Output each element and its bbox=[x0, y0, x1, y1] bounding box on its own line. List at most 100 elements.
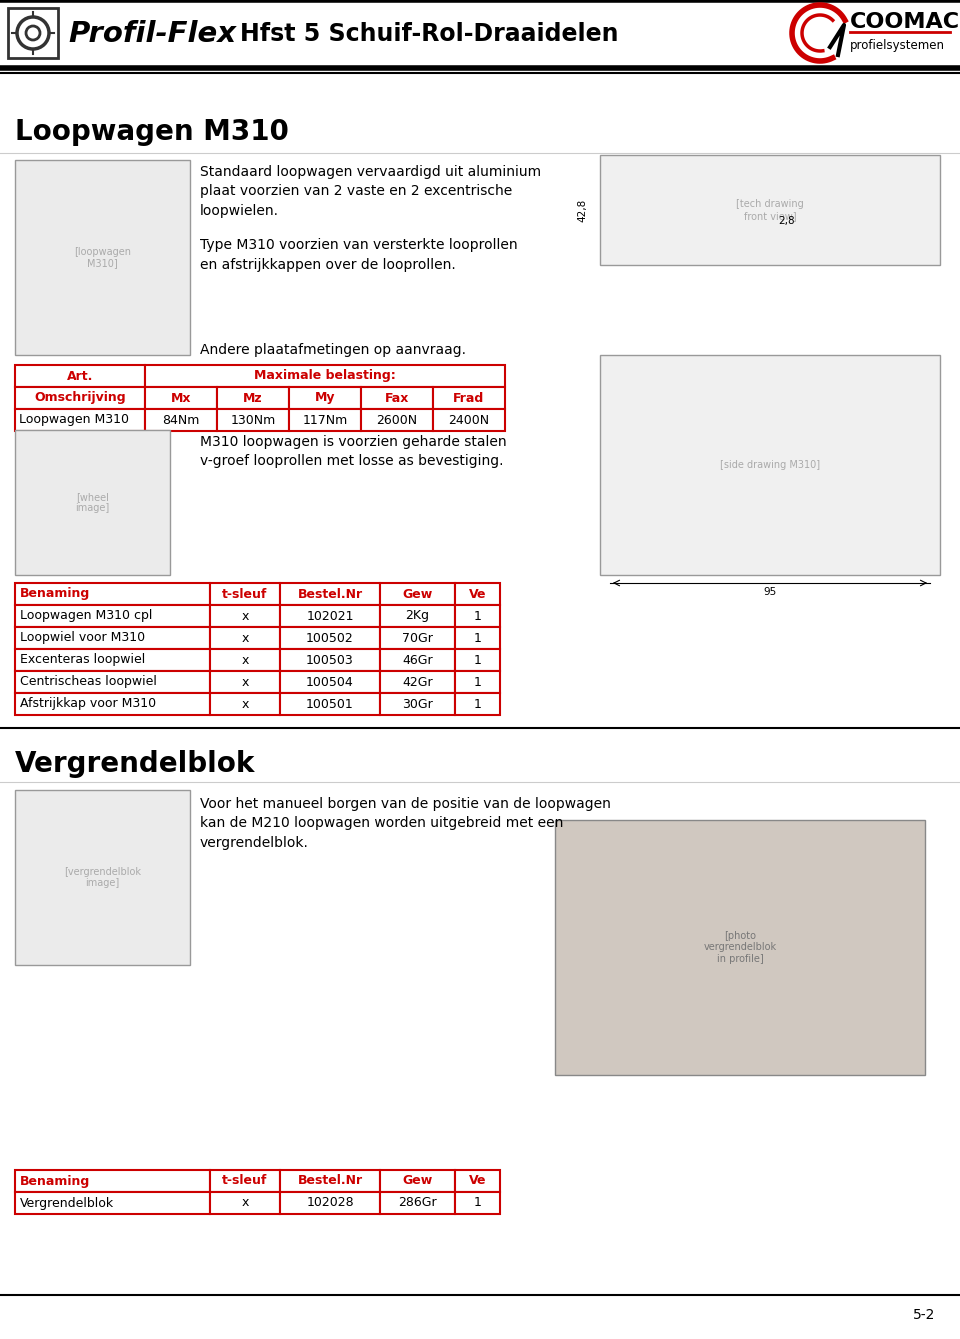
Bar bbox=[380, 671, 455, 694]
Text: 1: 1 bbox=[473, 1197, 481, 1209]
Bar bbox=[600, 155, 940, 265]
Bar bbox=[455, 582, 500, 605]
Text: Afstrijkkap voor M310: Afstrijkkap voor M310 bbox=[20, 698, 156, 711]
Bar bbox=[280, 1192, 380, 1214]
Bar bbox=[455, 605, 500, 627]
Text: Voor het manueel borgen van de positie van de loopwagen
kan de M210 loopwagen wo: Voor het manueel borgen van de positie v… bbox=[200, 797, 611, 850]
Bar bbox=[380, 582, 455, 605]
Bar bbox=[15, 627, 210, 649]
Bar bbox=[455, 1170, 500, 1192]
Bar bbox=[210, 627, 280, 649]
Text: Centrischeas loopwiel: Centrischeas loopwiel bbox=[20, 675, 156, 688]
Bar bbox=[15, 159, 190, 355]
Bar bbox=[280, 694, 380, 715]
Text: t-sleuf: t-sleuf bbox=[223, 1174, 268, 1188]
Text: Mz: Mz bbox=[243, 391, 263, 404]
Text: Frad: Frad bbox=[453, 391, 485, 404]
Text: Loopwagen M310 cpl: Loopwagen M310 cpl bbox=[20, 609, 153, 623]
Bar bbox=[280, 627, 380, 649]
Text: 102028: 102028 bbox=[306, 1197, 354, 1209]
Text: Art.: Art. bbox=[67, 370, 93, 383]
Text: x: x bbox=[241, 632, 249, 644]
Text: Hfst 5 Schuif-Rol-Draaidelen: Hfst 5 Schuif-Rol-Draaidelen bbox=[240, 21, 618, 46]
Text: x: x bbox=[241, 675, 249, 688]
Text: Loopwagen M310: Loopwagen M310 bbox=[15, 118, 289, 146]
Text: 1: 1 bbox=[473, 698, 481, 711]
Text: 100502: 100502 bbox=[306, 632, 354, 644]
Text: Omschrijving: Omschrijving bbox=[35, 391, 126, 404]
Bar bbox=[15, 671, 210, 694]
Text: 117Nm: 117Nm bbox=[302, 414, 348, 427]
Bar bbox=[15, 408, 145, 431]
Bar bbox=[455, 649, 500, 671]
Bar bbox=[15, 605, 210, 627]
Bar bbox=[15, 366, 145, 387]
Text: [tech drawing
front view]: [tech drawing front view] bbox=[736, 200, 804, 221]
Bar bbox=[289, 387, 361, 408]
Text: [side drawing M310]: [side drawing M310] bbox=[720, 461, 820, 470]
Text: Maximale belasting:: Maximale belasting: bbox=[254, 370, 396, 383]
Text: 2,8: 2,8 bbox=[779, 216, 795, 226]
Text: Type M310 voorzien van versterkte looprollen
en afstrijkkappen over de looprolle: Type M310 voorzien van versterkte loopro… bbox=[200, 238, 517, 272]
Bar bbox=[15, 694, 210, 715]
Bar bbox=[15, 387, 145, 408]
Text: 30Gr: 30Gr bbox=[402, 698, 433, 711]
Bar bbox=[380, 627, 455, 649]
Text: 42Gr: 42Gr bbox=[402, 675, 433, 688]
Text: [wheel
image]: [wheel image] bbox=[76, 491, 109, 513]
Bar bbox=[600, 355, 940, 574]
Text: 1: 1 bbox=[473, 675, 481, 688]
Text: Vergrendelblok: Vergrendelblok bbox=[20, 1197, 114, 1209]
Bar bbox=[380, 649, 455, 671]
Bar bbox=[361, 408, 433, 431]
Bar bbox=[0, 0, 960, 68]
Bar bbox=[555, 819, 925, 1075]
Text: [loopwagen
M310]: [loopwagen M310] bbox=[74, 246, 131, 268]
Text: Ve: Ve bbox=[468, 1174, 487, 1188]
Text: Gew: Gew bbox=[402, 588, 433, 600]
Text: 5-2: 5-2 bbox=[913, 1308, 935, 1322]
Text: 2Kg: 2Kg bbox=[405, 609, 429, 623]
Text: 286Gr: 286Gr bbox=[398, 1197, 437, 1209]
Bar bbox=[380, 1192, 455, 1214]
Text: Andere plaatafmetingen op aanvraag.: Andere plaatafmetingen op aanvraag. bbox=[200, 343, 466, 358]
Bar bbox=[210, 1192, 280, 1214]
Bar bbox=[210, 582, 280, 605]
Text: 100503: 100503 bbox=[306, 653, 354, 667]
Bar bbox=[15, 790, 190, 965]
Text: 84Nm: 84Nm bbox=[162, 414, 200, 427]
Text: 46Gr: 46Gr bbox=[402, 653, 433, 667]
Text: 100504: 100504 bbox=[306, 675, 354, 688]
Bar bbox=[380, 1170, 455, 1192]
Bar bbox=[455, 627, 500, 649]
Text: Profil-Flex: Profil-Flex bbox=[68, 20, 236, 48]
Text: 2400N: 2400N bbox=[448, 414, 490, 427]
Bar bbox=[455, 694, 500, 715]
Bar bbox=[210, 1170, 280, 1192]
Text: Gew: Gew bbox=[402, 1174, 433, 1188]
Bar bbox=[15, 430, 170, 574]
Text: Excenteras loopwiel: Excenteras loopwiel bbox=[20, 653, 145, 667]
Bar bbox=[145, 387, 217, 408]
Bar bbox=[210, 694, 280, 715]
Text: Loopwiel voor M310: Loopwiel voor M310 bbox=[20, 632, 145, 644]
Text: 2600N: 2600N bbox=[376, 414, 418, 427]
Text: Benaming: Benaming bbox=[20, 588, 90, 600]
Bar bbox=[433, 387, 505, 408]
Text: 1: 1 bbox=[473, 653, 481, 667]
Bar bbox=[361, 387, 433, 408]
Bar bbox=[455, 671, 500, 694]
Text: Bestel.Nr: Bestel.Nr bbox=[298, 588, 363, 600]
Text: Fax: Fax bbox=[385, 391, 409, 404]
Bar bbox=[280, 649, 380, 671]
Bar bbox=[380, 605, 455, 627]
Bar bbox=[210, 671, 280, 694]
Text: 70Gr: 70Gr bbox=[402, 632, 433, 644]
Text: COOMACH: COOMACH bbox=[850, 12, 960, 32]
Bar bbox=[455, 1192, 500, 1214]
Bar bbox=[280, 582, 380, 605]
Text: Mx: Mx bbox=[171, 391, 191, 404]
Text: x: x bbox=[241, 609, 249, 623]
Text: 1: 1 bbox=[473, 609, 481, 623]
Text: Loopwagen M310: Loopwagen M310 bbox=[19, 414, 129, 427]
